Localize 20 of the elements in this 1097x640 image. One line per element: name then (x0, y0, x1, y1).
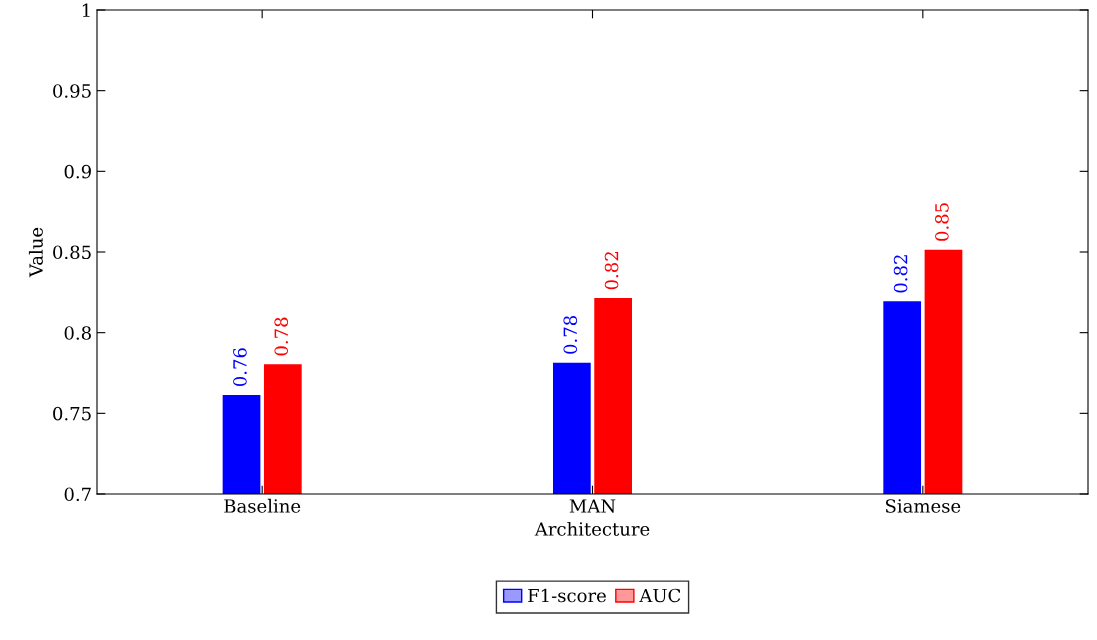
y-tick-label: 0.9 (64, 164, 91, 179)
x-tick-label: Siamese (886, 499, 961, 513)
y-tick-label: 0.75 (53, 406, 91, 421)
y-axis-title: Value (28, 227, 43, 278)
legend-label: F1-score (528, 588, 606, 603)
data-label: 0.85 (935, 203, 949, 241)
y-tick-label: 0.95 (53, 84, 91, 98)
y-tick-label: 0.8 (64, 326, 91, 340)
data-label: 0.76 (233, 348, 247, 387)
x-tick-label: MAN (569, 499, 616, 513)
data-label: 0.82 (893, 255, 908, 293)
y-tick-label: 1 (82, 3, 90, 17)
y-tick-label: 0.7 (64, 487, 91, 502)
data-label: 0.82 (604, 252, 619, 290)
x-axis-title: Architecture (534, 521, 650, 536)
legend-label: AUC (639, 588, 681, 603)
data-label: 0.78 (563, 316, 578, 354)
x-tick-label: Baseline (224, 498, 301, 513)
data-label: 0.78 (274, 317, 289, 356)
y-tick-label: 0.85 (53, 245, 91, 260)
